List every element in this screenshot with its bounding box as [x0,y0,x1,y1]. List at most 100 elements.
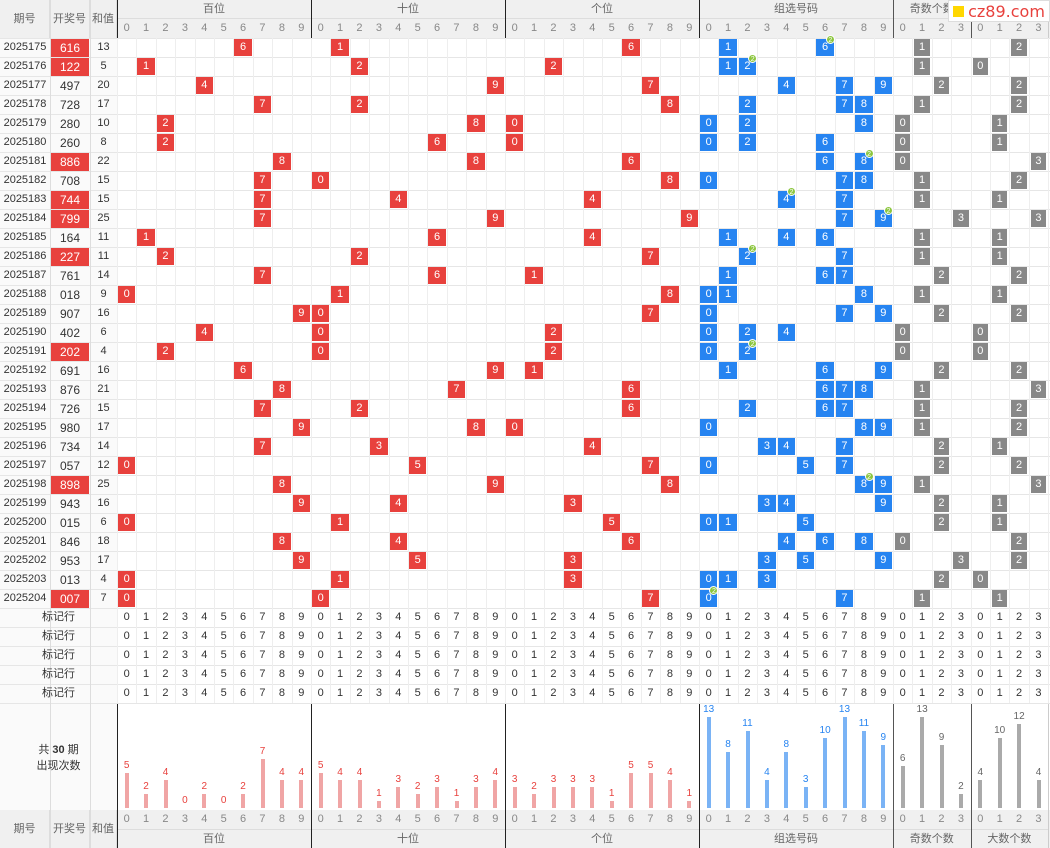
mark-digit[interactable]: 0 [977,687,984,699]
mark-digit[interactable]: 9 [492,668,499,680]
mark-digit[interactable]: 1 [725,630,732,642]
mark-digit[interactable]: 2 [938,668,945,680]
mark-digit[interactable]: 1 [337,630,344,642]
mark-digit[interactable]: 7 [259,687,266,699]
mark-digit[interactable]: 1 [531,649,538,661]
mark-digit[interactable]: 8 [472,611,479,623]
mark-digit[interactable]: 1 [996,649,1003,661]
mark-digit[interactable]: 3 [181,611,188,623]
mark-digit[interactable]: 5 [802,611,809,623]
mark-digit[interactable]: 9 [880,649,887,661]
mark-digit[interactable]: 1 [996,630,1003,642]
mark-digit[interactable]: 2 [1016,611,1023,623]
mark-digit[interactable]: 2 [162,630,169,642]
mark-digit[interactable]: 7 [259,611,266,623]
mark-digit[interactable]: 9 [298,687,305,699]
mark-digit[interactable]: 9 [492,649,499,661]
mark-digit[interactable]: 6 [628,687,635,699]
mark-digit[interactable]: 2 [744,611,751,623]
mark-digit[interactable]: 1 [531,630,538,642]
mark-digit[interactable]: 5 [220,649,227,661]
mark-digit[interactable]: 2 [550,649,557,661]
mark-digit[interactable]: 7 [259,630,266,642]
mark-digit[interactable]: 0 [705,649,712,661]
mark-digit[interactable]: 3 [375,649,382,661]
mark-digit[interactable]: 4 [589,668,596,680]
mark-digit[interactable]: 7 [647,611,654,623]
mark-digit[interactable]: 9 [880,630,887,642]
mark-digit[interactable]: 3 [957,687,964,699]
mark-digit[interactable]: 8 [666,649,673,661]
mark-digit[interactable]: 5 [414,649,421,661]
mark-digit[interactable]: 4 [201,649,208,661]
mark-digit[interactable]: 4 [783,649,790,661]
mark-digit[interactable]: 3 [375,687,382,699]
mark-digit[interactable]: 2 [938,687,945,699]
mark-digit[interactable]: 5 [802,649,809,661]
mark-digit[interactable]: 7 [841,668,848,680]
mark-digit[interactable]: 4 [395,630,402,642]
mark-digit[interactable]: 1 [531,687,538,699]
mark-digit[interactable]: 2 [938,630,945,642]
mark-digit[interactable]: 0 [899,687,906,699]
mark-digit[interactable]: 1 [919,668,926,680]
mark-digit[interactable]: 6 [434,611,441,623]
mark-digit[interactable]: 5 [220,611,227,623]
mark-digit[interactable]: 2 [356,668,363,680]
mark-digit[interactable]: 4 [783,668,790,680]
mark-digit[interactable]: 9 [686,668,693,680]
mark-digit[interactable]: 2 [356,687,363,699]
mark-digit[interactable]: 7 [841,687,848,699]
mark-digit[interactable]: 2 [550,630,557,642]
mark-digit[interactable]: 3 [181,649,188,661]
mark-digit[interactable]: 0 [317,687,324,699]
mark-digit[interactable]: 3 [375,611,382,623]
mark-digit[interactable]: 9 [298,630,305,642]
mark-digit[interactable]: 8 [472,630,479,642]
mark-digit[interactable]: 0 [705,630,712,642]
mark-digit[interactable]: 2 [550,611,557,623]
mark-digit[interactable]: 5 [414,630,421,642]
mark-digit[interactable]: 9 [686,687,693,699]
mark-digit[interactable]: 3 [1035,687,1042,699]
mark-digit[interactable]: 0 [977,668,984,680]
mark-digit[interactable]: 0 [899,668,906,680]
mark-digit[interactable]: 0 [511,630,518,642]
mark-digit[interactable]: 5 [414,668,421,680]
mark-digit[interactable]: 0 [977,611,984,623]
mark-digit[interactable]: 9 [880,687,887,699]
mark-digit[interactable]: 6 [240,611,247,623]
mark-digit[interactable]: 6 [822,687,829,699]
mark-digit[interactable]: 2 [550,687,557,699]
mark-digit[interactable]: 3 [1035,611,1042,623]
mark-digit[interactable]: 3 [763,649,770,661]
mark-digit[interactable]: 5 [608,611,615,623]
mark-digit[interactable]: 5 [220,668,227,680]
mark-digit[interactable]: 8 [472,687,479,699]
mark-digit[interactable]: 0 [899,611,906,623]
mark-digit[interactable]: 2 [356,649,363,661]
mark-digit[interactable]: 1 [337,611,344,623]
mark-digit[interactable]: 9 [686,611,693,623]
mark-digit[interactable]: 1 [996,687,1003,699]
mark-digit[interactable]: 7 [647,668,654,680]
mark-digit[interactable]: 5 [220,630,227,642]
mark-digit[interactable]: 8 [666,611,673,623]
mark-digit[interactable]: 6 [240,630,247,642]
mark-digit[interactable]: 7 [647,649,654,661]
mark-digit[interactable]: 1 [996,668,1003,680]
mark-digit[interactable]: 5 [414,687,421,699]
mark-digit[interactable]: 0 [123,611,130,623]
mark-digit[interactable]: 0 [977,649,984,661]
mark-digit[interactable]: 1 [143,649,150,661]
mark-digit[interactable]: 3 [763,668,770,680]
mark-digit[interactable]: 4 [589,630,596,642]
mark-digit[interactable]: 6 [822,611,829,623]
mark-digit[interactable]: 4 [395,687,402,699]
mark-digit[interactable]: 8 [666,668,673,680]
mark-digit[interactable]: 3 [957,630,964,642]
mark-digit[interactable]: 5 [802,630,809,642]
mark-digit[interactable]: 6 [434,649,441,661]
mark-digit[interactable]: 3 [181,687,188,699]
mark-digit[interactable]: 8 [860,687,867,699]
